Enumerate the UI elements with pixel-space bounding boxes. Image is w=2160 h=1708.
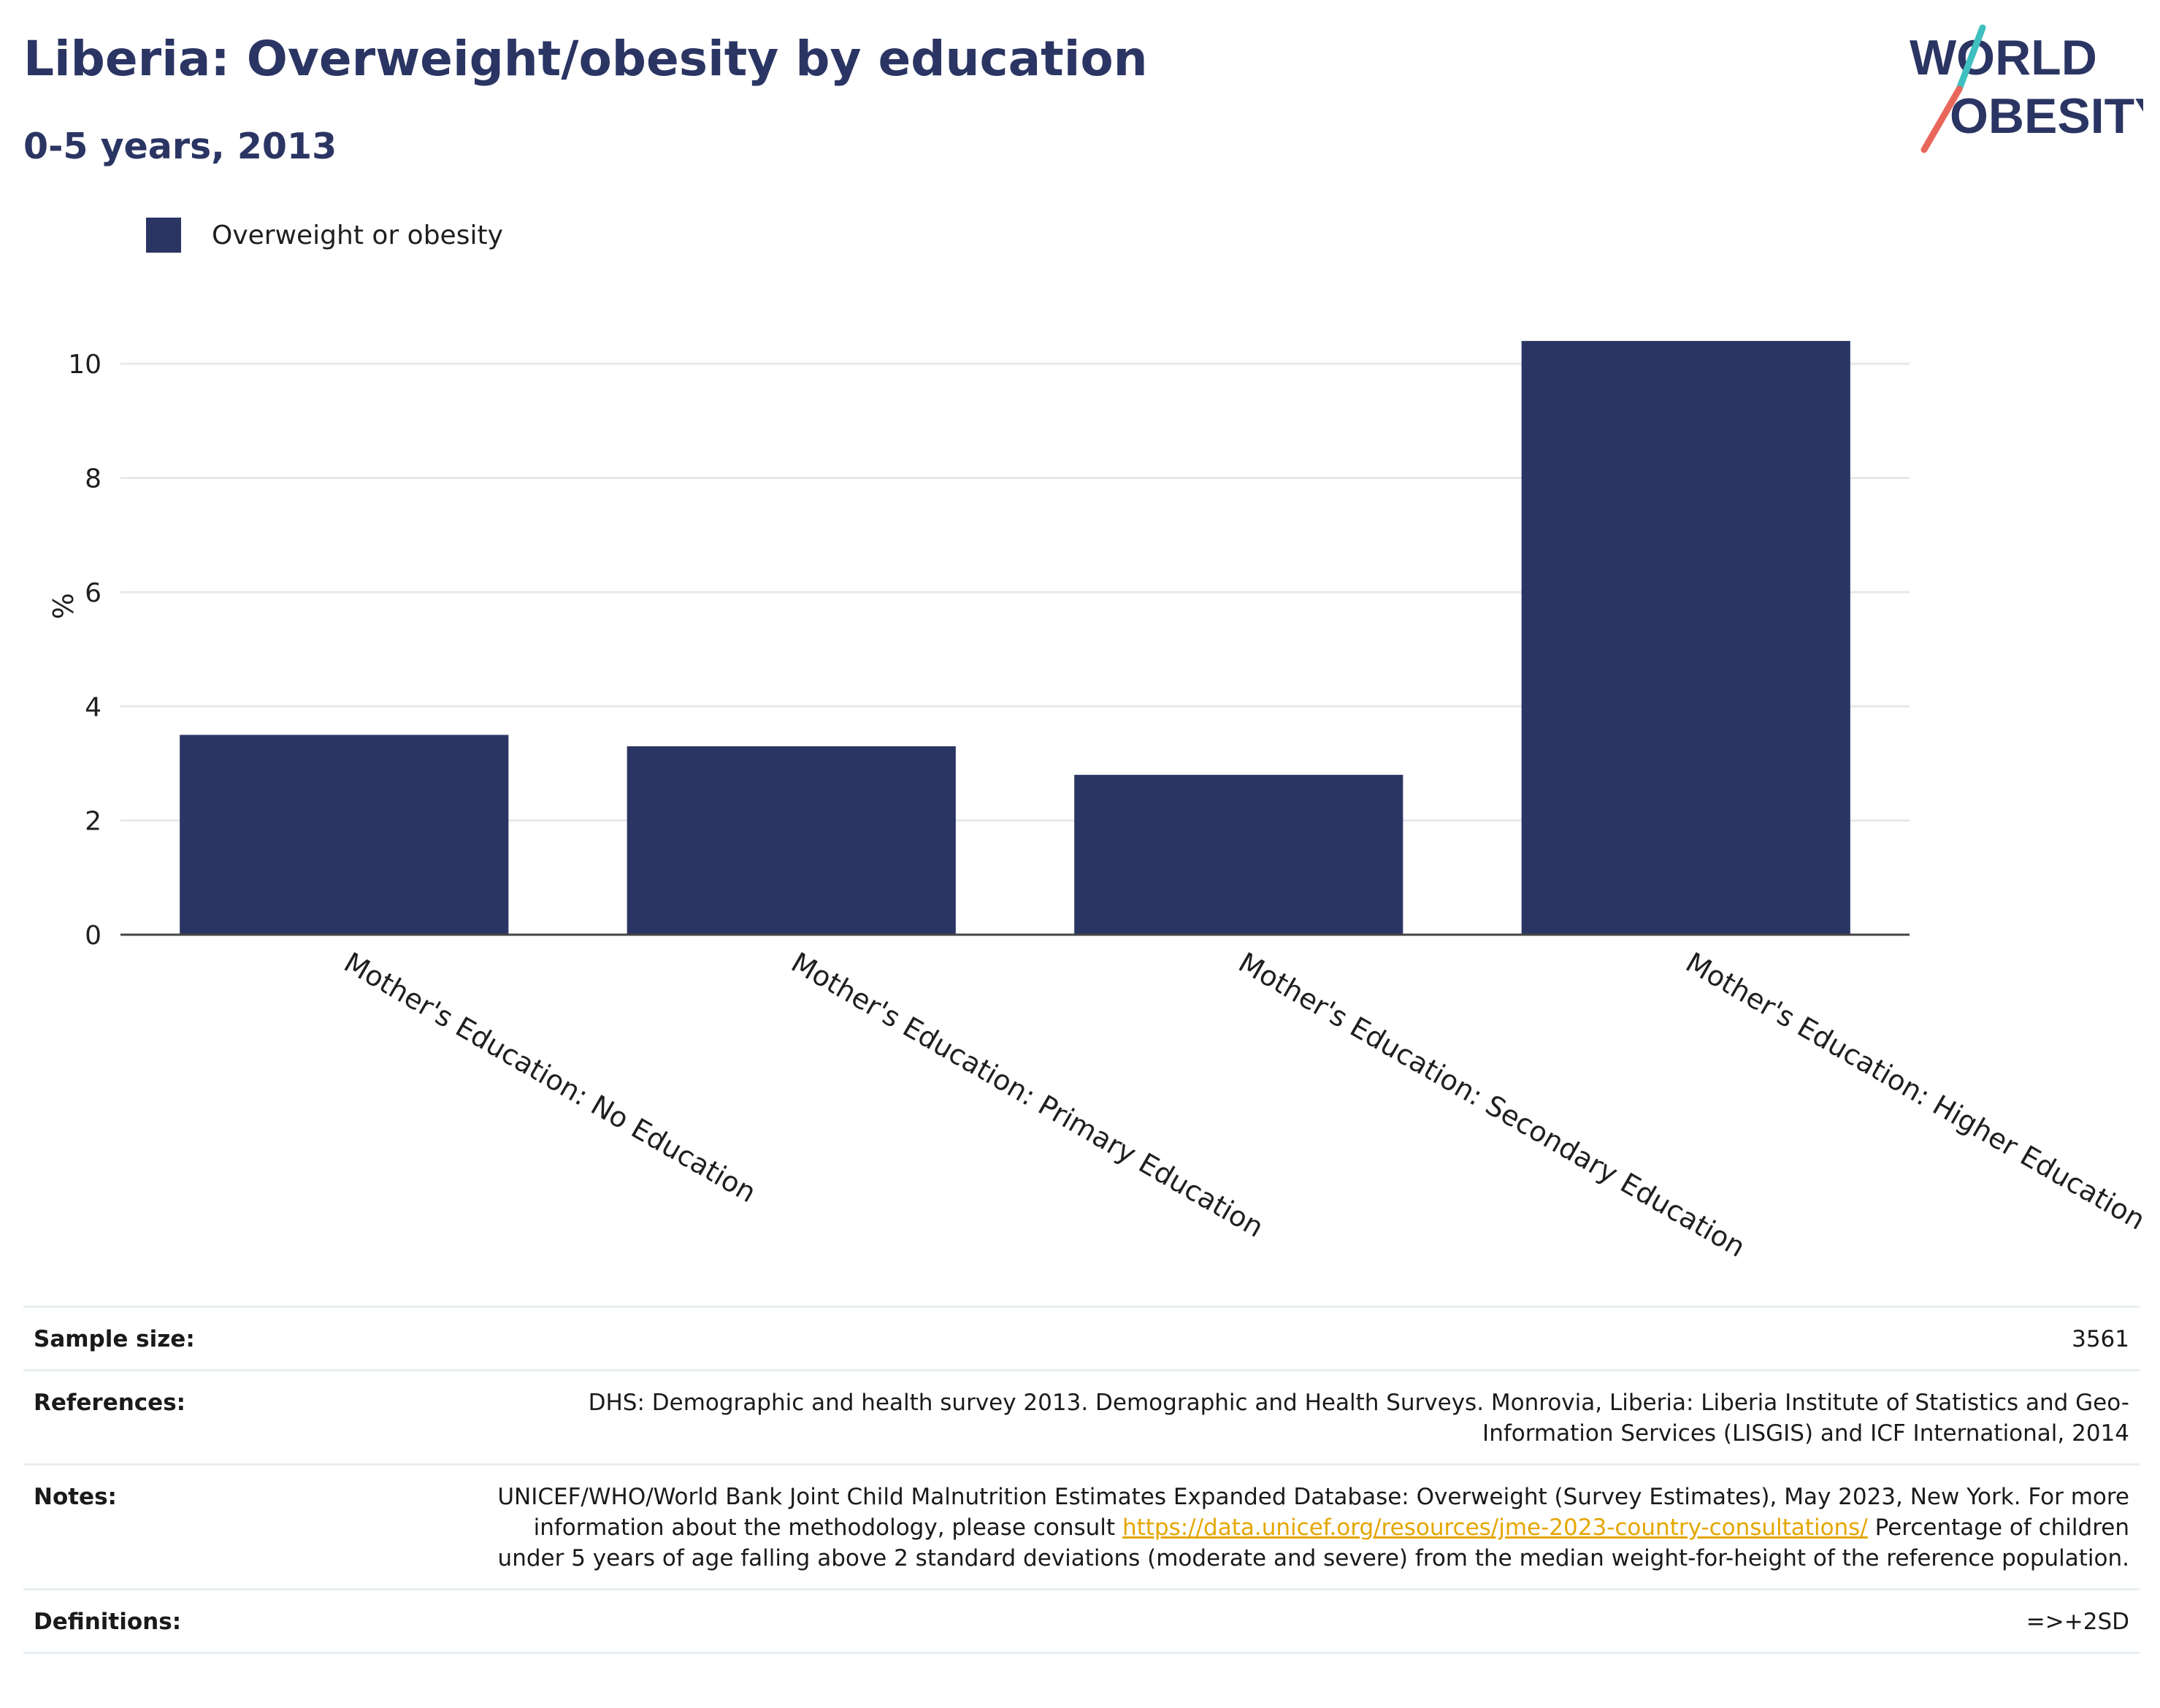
y-tick-label: 2	[85, 807, 102, 837]
references-label: References:	[34, 1390, 186, 1416]
bar-chart: 0 2 4 6 8 10% Mother's Education: No Education…	[46, 340, 2151, 1264]
y-tick-label: 0	[85, 921, 102, 951]
footer-table: Sample size: 3561 References: DHS: Demog…	[23, 1306, 2140, 1654]
x-tick-label: Mother's Education: Primary Education	[786, 946, 1269, 1244]
notes-text-continued: Percentage of children under 5 years of …	[497, 1514, 2129, 1571]
x-tick-label: Mother's Education: Secondary Education	[1233, 946, 1751, 1264]
svg-text:OBESITY: OBESITY	[1950, 88, 2143, 144]
notes-text: UNICEF/WHO/World Bank Joint Child Malnut…	[497, 1484, 2129, 1541]
bar	[1521, 340, 1850, 935]
svg-text:WORLD: WORLD	[1910, 30, 2097, 85]
x-tick-label: Mother's Education: Higher Education	[1680, 946, 2151, 1236]
footer-row-notes: Notes: UNICEF/WHO/World Bank Joint Child…	[23, 1463, 2140, 1588]
definitions-label: Definitions:	[34, 1609, 182, 1635]
footer-row-definitions: Definitions: =>+2SD	[23, 1588, 2140, 1654]
definitions-value: =>+2SD	[2026, 1609, 2129, 1635]
footer-row-sample-size: Sample size: 3561	[23, 1306, 2140, 1369]
legend-swatch	[146, 218, 181, 253]
notes-value: UNICEF/WHO/World Bank Joint Child Malnut…	[486, 1482, 2129, 1574]
chart-legend: Overweight or obesity	[146, 218, 503, 253]
sample-size-value: 3561	[2072, 1326, 2129, 1352]
y-tick-label: 10	[68, 350, 102, 380]
world-obesity-logo: WORLD OBESITY	[1910, 24, 2143, 153]
y-axis-label: %	[46, 593, 78, 619]
bar	[627, 746, 956, 935]
legend-label: Overweight or obesity	[212, 220, 503, 250]
notes-link[interactable]: https://data.unicef.org/resources/jme-20…	[1122, 1514, 1868, 1541]
chart-title: Liberia: Overweight/obesity by education	[23, 31, 1148, 87]
references-value: DHS: Demographic and health survey 2013.…	[588, 1390, 2129, 1447]
notes-label: Notes:	[34, 1484, 117, 1510]
sample-size-label: Sample size:	[34, 1326, 195, 1352]
bar	[180, 735, 509, 935]
y-tick-label: 6	[85, 578, 102, 608]
bar	[1074, 775, 1403, 935]
chart-subtitle: 0-5 years, 2013	[23, 126, 337, 167]
x-tick-label: Mother's Education: No Education	[339, 946, 762, 1209]
footer-row-references: References: DHS: Demographic and health …	[23, 1369, 2140, 1463]
y-tick-label: 8	[85, 464, 102, 494]
y-tick-label: 4	[85, 692, 102, 722]
